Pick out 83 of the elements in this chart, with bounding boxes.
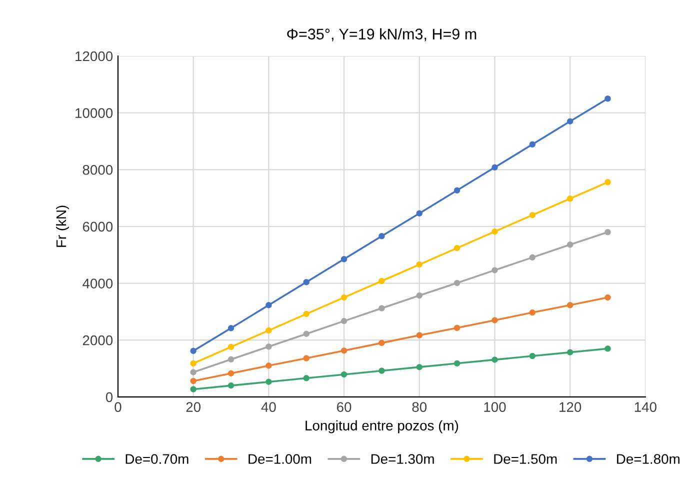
point bbox=[228, 325, 234, 332]
point bbox=[190, 386, 196, 392]
y-tick-label: 10000 bbox=[76, 108, 113, 118]
y-tick-label: 0 bbox=[106, 392, 113, 402]
x-tick-label: 80 bbox=[412, 402, 427, 412]
x-tick-label: 120 bbox=[560, 402, 582, 412]
point bbox=[454, 187, 460, 194]
legend-label: De=1.50m bbox=[494, 454, 557, 464]
x-tick-label: 100 bbox=[484, 402, 506, 412]
point bbox=[303, 355, 310, 362]
point bbox=[303, 310, 310, 318]
point bbox=[190, 378, 196, 384]
point bbox=[566, 195, 574, 202]
point bbox=[228, 344, 234, 350]
point bbox=[378, 232, 385, 240]
point bbox=[566, 242, 574, 248]
x-tick-label: 20 bbox=[186, 402, 201, 412]
y-axis-title: Fr (kN) bbox=[56, 206, 69, 247]
chart-title: Φ=35°, Y=19 kN/m3, H=9 m bbox=[287, 28, 476, 42]
point bbox=[266, 362, 272, 369]
point bbox=[340, 318, 348, 324]
y-tick-label: 6000 bbox=[82, 222, 113, 232]
point bbox=[266, 378, 272, 385]
point bbox=[416, 261, 422, 268]
x-axis-title: Longitud entre pozos (m) bbox=[306, 420, 458, 434]
point bbox=[378, 305, 385, 312]
legend-label: De=1.30m bbox=[371, 454, 434, 464]
point bbox=[416, 210, 422, 217]
legend-label: De=1.80m bbox=[617, 454, 680, 464]
point bbox=[190, 369, 196, 376]
point bbox=[190, 360, 196, 367]
point bbox=[378, 368, 385, 374]
y-tick-label: 2000 bbox=[82, 335, 113, 346]
legend-label: De=0.70m bbox=[126, 454, 188, 464]
point bbox=[566, 302, 574, 308]
point bbox=[604, 229, 611, 236]
point bbox=[303, 279, 310, 286]
x-tick-label: 0 bbox=[114, 402, 122, 412]
y-tick-label: 8000 bbox=[82, 164, 113, 175]
point bbox=[340, 371, 348, 378]
point bbox=[340, 256, 348, 262]
point bbox=[529, 352, 536, 360]
point bbox=[228, 356, 234, 363]
x-tick-label: 140 bbox=[634, 402, 656, 412]
point bbox=[566, 118, 574, 124]
y-tick-label: 4000 bbox=[82, 278, 113, 288]
point bbox=[529, 141, 536, 148]
point bbox=[228, 370, 234, 376]
y-tick-label: 12000 bbox=[76, 51, 113, 62]
legend-label: De=1.00m bbox=[248, 454, 312, 464]
point bbox=[604, 95, 611, 102]
point bbox=[529, 212, 536, 218]
point bbox=[303, 330, 310, 337]
point bbox=[266, 343, 272, 350]
point bbox=[228, 382, 234, 389]
point bbox=[378, 278, 385, 284]
point bbox=[604, 179, 611, 186]
point bbox=[416, 332, 422, 338]
point bbox=[604, 345, 611, 352]
point bbox=[303, 375, 310, 382]
point bbox=[492, 267, 498, 274]
point bbox=[416, 292, 422, 299]
point bbox=[529, 254, 536, 261]
point bbox=[492, 356, 498, 363]
point bbox=[454, 244, 460, 252]
point bbox=[492, 228, 498, 235]
point bbox=[566, 349, 574, 356]
point bbox=[266, 302, 272, 308]
point bbox=[190, 348, 196, 354]
point bbox=[454, 324, 460, 331]
point bbox=[340, 347, 348, 354]
point bbox=[340, 294, 348, 301]
x-tick-label: 40 bbox=[261, 402, 276, 412]
point bbox=[454, 360, 460, 367]
point bbox=[492, 164, 498, 170]
point bbox=[378, 340, 385, 346]
point bbox=[529, 309, 536, 316]
point bbox=[454, 280, 460, 286]
point bbox=[416, 364, 422, 370]
x-tick-label: 60 bbox=[337, 402, 352, 412]
point bbox=[492, 317, 498, 324]
point bbox=[604, 294, 611, 301]
point bbox=[266, 327, 272, 334]
